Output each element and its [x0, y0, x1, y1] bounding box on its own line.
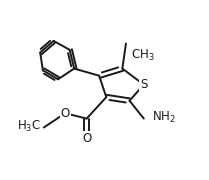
Text: O: O: [61, 107, 70, 120]
Text: S: S: [140, 78, 148, 91]
Text: H$_3$C: H$_3$C: [17, 119, 41, 134]
Text: O: O: [82, 132, 91, 145]
Text: NH$_2$: NH$_2$: [152, 110, 176, 125]
Text: CH$_3$: CH$_3$: [131, 48, 155, 63]
